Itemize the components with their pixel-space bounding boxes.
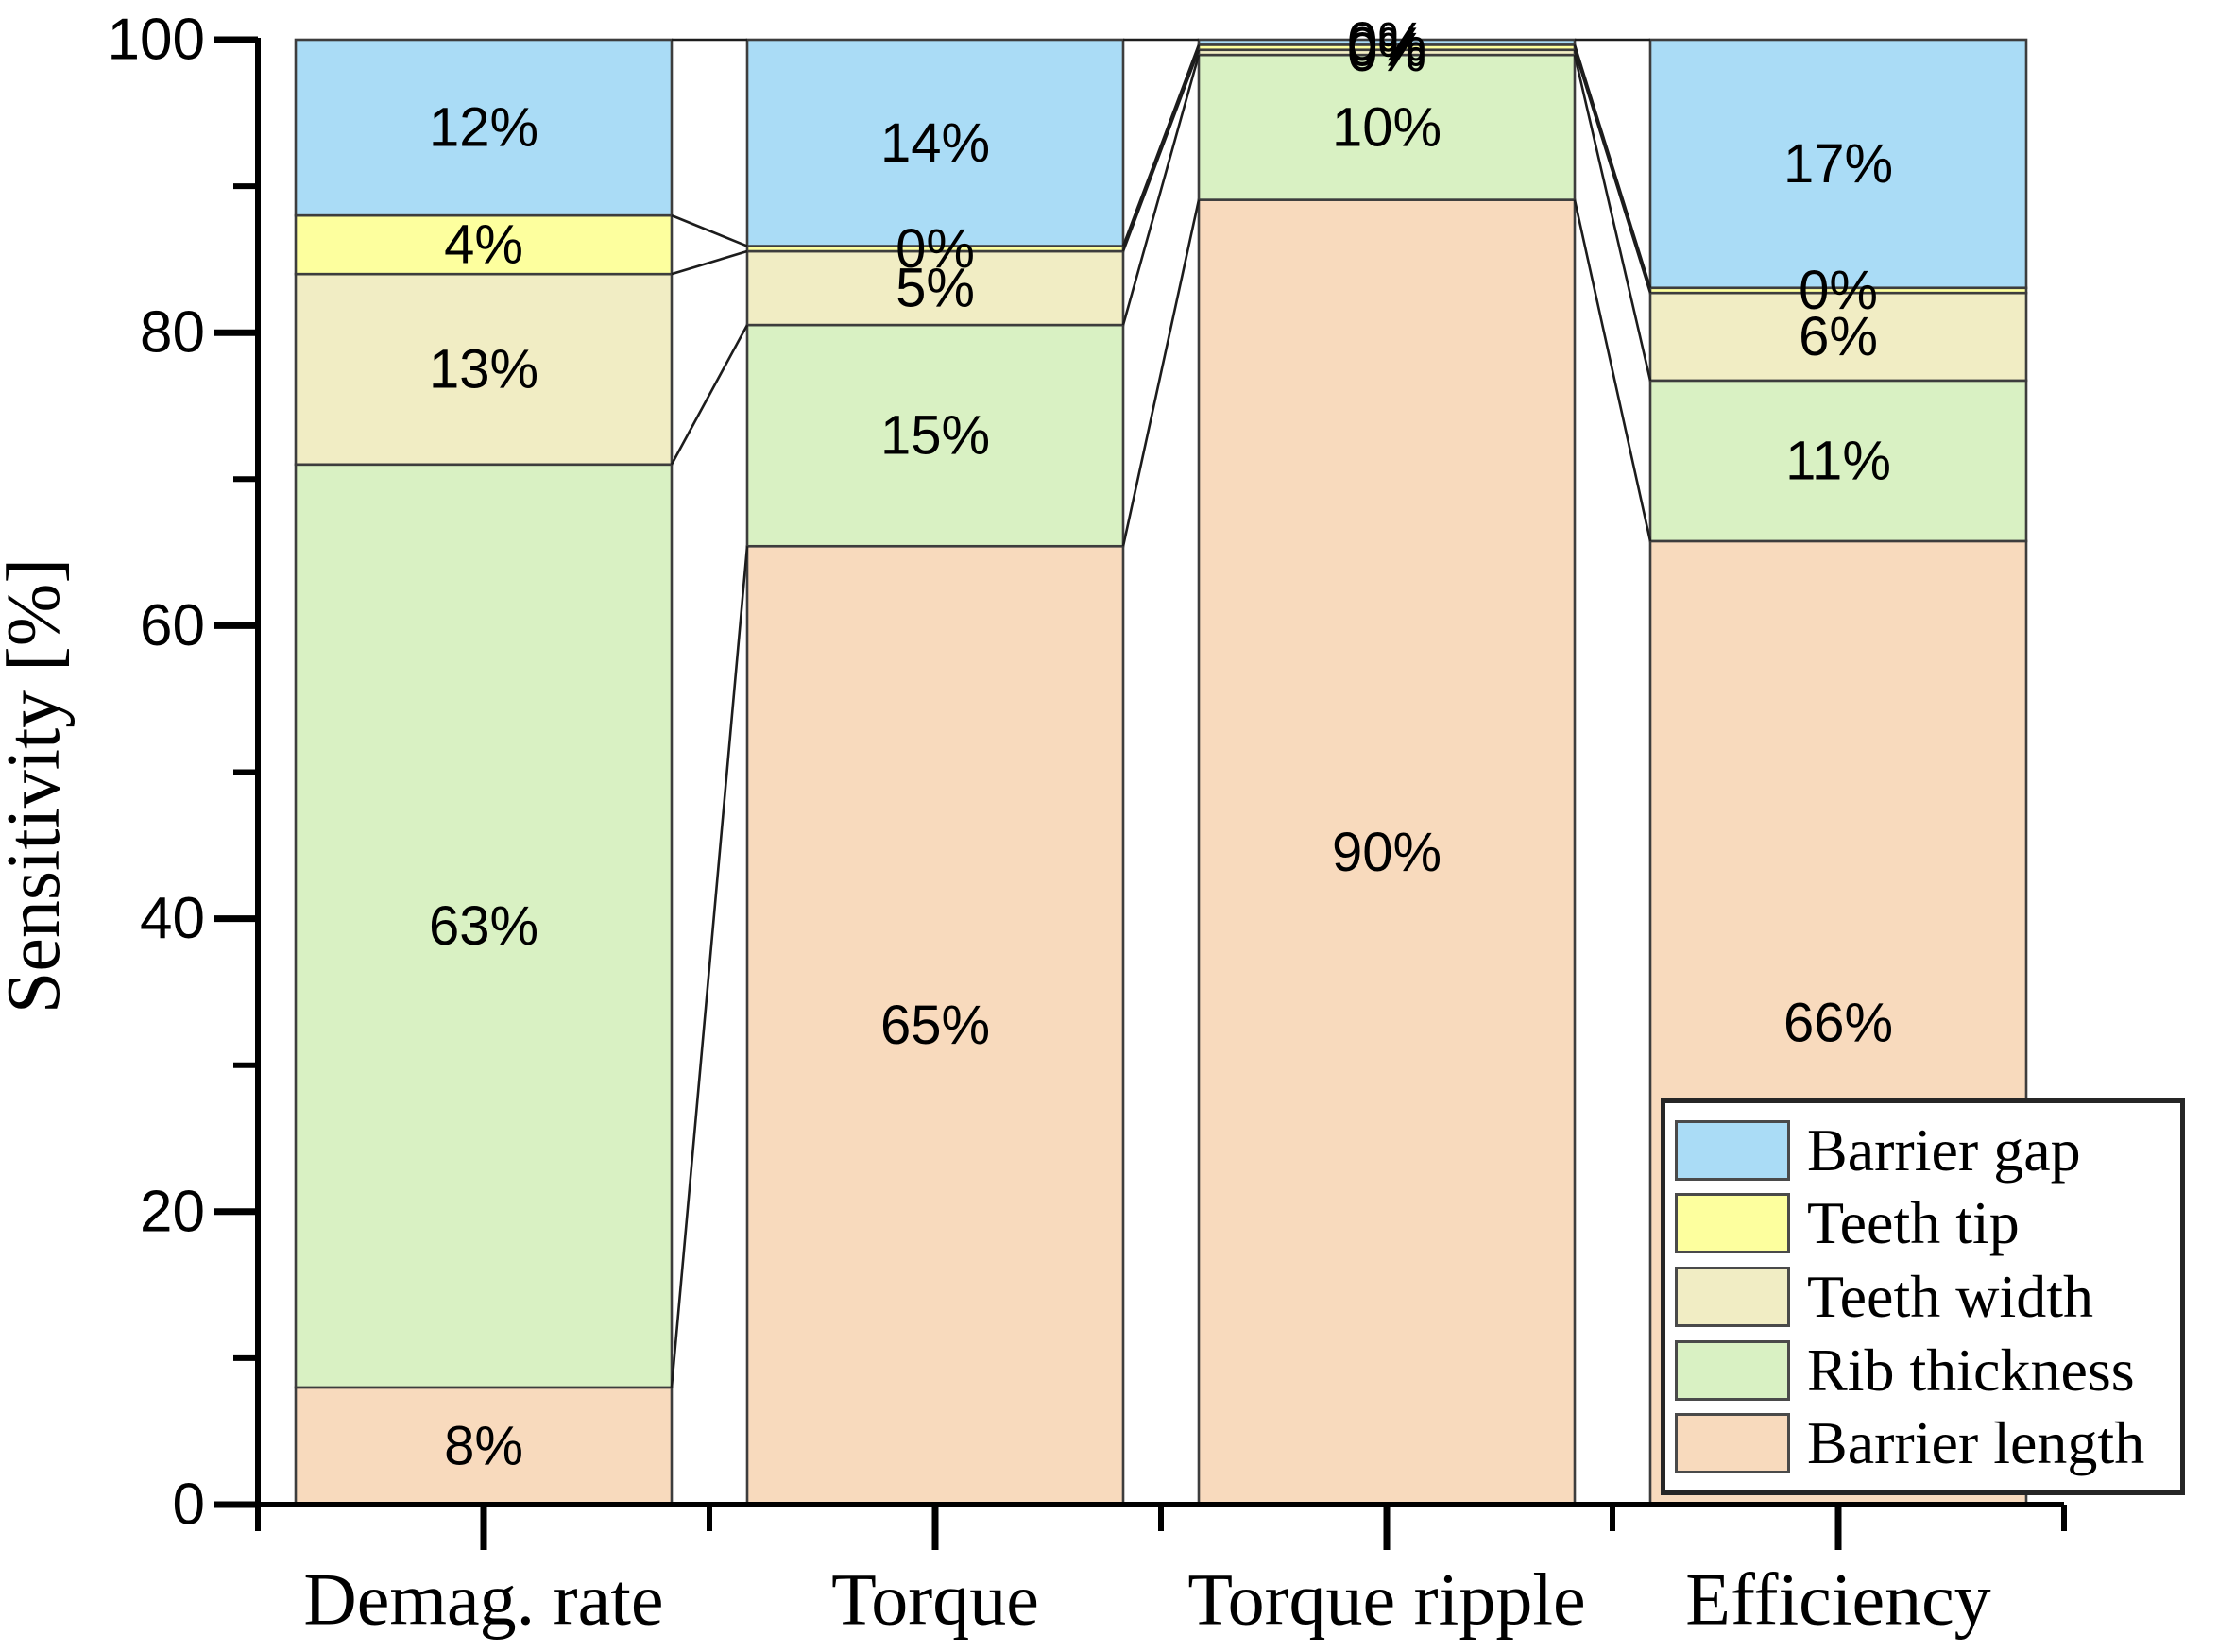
segment-label-barrier-gap-torque: 14%: [880, 112, 990, 174]
legend-item-barrier-length: Barrier length: [1675, 1409, 2171, 1477]
segment-rib-thickness-efficiency: [1648, 379, 2028, 543]
segment-label-barrier-gap-demag-rate: 12%: [429, 97, 538, 159]
x-category-label-demag-rate: Demag. rate: [303, 1558, 663, 1641]
y-tick-label: 40: [140, 886, 205, 951]
segment-rib-thickness-torque: [745, 323, 1125, 548]
legend: Barrier gap Teeth tip Teeth width Rib thick…: [1661, 1098, 2185, 1495]
segment-barrier-length-demag-rate: [294, 1386, 674, 1507]
connector-line: [1121, 54, 1201, 326]
segment-label-rib-thickness-demag-rate: 63%: [429, 895, 538, 957]
segment-rib-thickness-demag-rate: [294, 463, 674, 1389]
y-tick-label: 0: [173, 1473, 205, 1538]
segment-teeth-width-efficiency: [1648, 291, 2028, 383]
segment-label-rib-thickness-torque: 15%: [880, 405, 990, 467]
segment-barrier-length-torque-ripple: [1197, 198, 1577, 1507]
connector-line: [671, 213, 748, 247]
connector-line: [670, 324, 749, 466]
y-tick-label: 20: [140, 1179, 205, 1244]
segment-label-teeth-width-torque: 5%: [896, 258, 975, 319]
connector-line: [671, 249, 748, 276]
segment-label-barrier-length-demag-rate: 8%: [444, 1415, 523, 1476]
segment-label-barrier-length-efficiency: 66%: [1783, 992, 1893, 1053]
segment-label-teeth-tip-demag-rate: 4%: [444, 214, 523, 276]
legend-swatch-teeth-tip: [1675, 1193, 1790, 1254]
legend-label: Barrier gap: [1807, 1116, 2081, 1184]
segment-barrier-gap-demag-rate: [294, 38, 674, 217]
segment-label-rib-thickness-torque-ripple: 10%: [1332, 96, 1442, 158]
segment-label-teeth-width-efficiency: 6%: [1799, 306, 1878, 367]
legend-label: Barrier length: [1807, 1409, 2145, 1477]
connector-line: [1121, 199, 1201, 547]
segment-label-teeth-width-torque-ripple: 0%: [1347, 22, 1426, 83]
y-axis-title: Sensitivity [%]: [0, 558, 76, 1013]
y-tick-label: 60: [140, 593, 205, 658]
connector-line: [1121, 49, 1201, 252]
legend-label: Teeth width: [1807, 1262, 2093, 1330]
y-tick-label: 100: [108, 8, 205, 73]
legend-swatch-barrier-length: [1675, 1413, 1790, 1474]
legend-swatch-barrier-gap: [1675, 1119, 1790, 1181]
legend-swatch-teeth-width: [1675, 1266, 1790, 1327]
connector-line: [670, 546, 749, 1388]
segment-label-barrier-length-torque: 65%: [880, 995, 990, 1056]
connector-line: [1573, 199, 1652, 542]
segment-label-teeth-tip-torque: 0%: [896, 218, 975, 280]
connector-line: [1573, 43, 1652, 289]
segment-label-barrier-gap-torque-ripple: 0%: [1347, 11, 1426, 73]
connector-line: [1573, 49, 1652, 294]
segment-label-teeth-tip-torque-ripple: 0%: [1347, 17, 1426, 78]
connector-line: [1573, 54, 1652, 382]
segment-barrier-gap-torque-ripple: [1197, 38, 1577, 46]
segment-barrier-gap-torque: [745, 38, 1125, 247]
legend-item-teeth-width: Teeth width: [1675, 1262, 2171, 1330]
y-tick-label: 80: [140, 300, 205, 366]
segment-teeth-width-demag-rate: [294, 272, 674, 467]
legend-swatch-rib-thickness: [1675, 1339, 1790, 1401]
legend-label: Teeth tip: [1807, 1189, 2020, 1257]
x-category-label-torque: Torque: [831, 1558, 1039, 1641]
segment-label-teeth-tip-efficiency: 0%: [1799, 260, 1878, 321]
segment-label-rib-thickness-efficiency: 11%: [1785, 430, 1891, 491]
legend-label: Rib thickness: [1807, 1336, 2135, 1404]
x-category-label-efficiency: Efficiency: [1685, 1558, 1990, 1641]
segment-barrier-gap-efficiency: [1648, 38, 2028, 290]
segment-label-teeth-width-demag-rate: 13%: [429, 338, 538, 400]
x-category-label-torque-ripple: Torque ripple: [1187, 1558, 1585, 1641]
connector-line: [1121, 43, 1201, 247]
segment-rib-thickness-torque-ripple: [1197, 53, 1577, 201]
legend-item-rib-thickness: Rib thickness: [1675, 1336, 2171, 1404]
legend-item-barrier-gap: Barrier gap: [1675, 1116, 2171, 1184]
segment-label-barrier-length-torque-ripple: 90%: [1332, 822, 1442, 883]
legend-item-teeth-tip: Teeth tip: [1675, 1189, 2171, 1257]
segment-label-barrier-gap-efficiency: 17%: [1783, 133, 1893, 195]
